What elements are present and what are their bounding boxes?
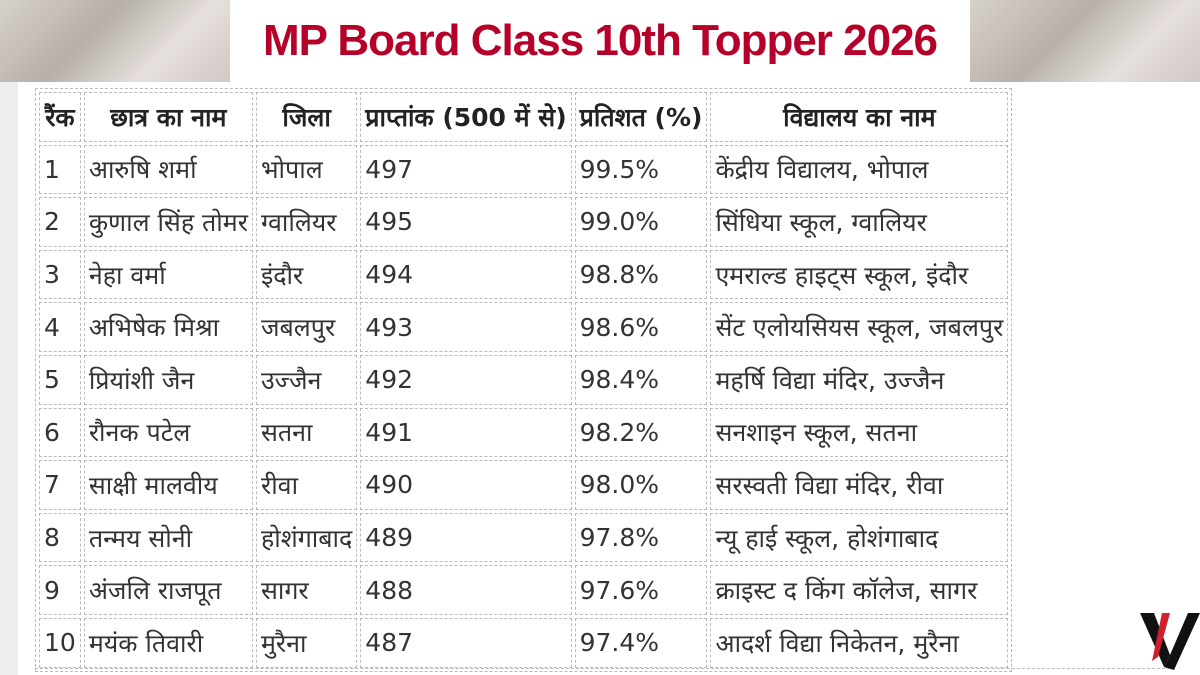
column-header: जिला xyxy=(255,92,358,142)
column-header: प्राप्तांक (500 में से) xyxy=(360,92,572,142)
student-name-cell: अंजलि राजपूत xyxy=(83,565,253,615)
school-cell: न्यू हाई स्कूल, होशंगाबाद xyxy=(710,512,1009,563)
percent-cell: 97.4% xyxy=(574,617,708,668)
table-row: 1 आरुषि शर्मा भोपाल 497 99.5% केंद्रीय विद्या… xyxy=(39,144,1009,195)
rank-cell: 4 xyxy=(39,302,81,352)
topper-table: रैंक छात्र का नाम जिला प्राप्तांक (500 में … xyxy=(35,88,1013,672)
marks-cell: 493 xyxy=(360,302,572,352)
student-name-cell: मयंक तिवारी xyxy=(83,617,253,668)
district-cell: जबलपुर xyxy=(255,302,358,352)
school-cell: सिंधिया स्कूल, ग्वालियर xyxy=(710,197,1009,247)
school-cell: क्राइस्ट द किंग कॉलेज, सागर xyxy=(710,565,1009,615)
marks-cell: 489 xyxy=(360,512,572,563)
percent-cell: 98.0% xyxy=(574,460,708,510)
rank-cell: 2 xyxy=(39,197,81,247)
district-cell: मुरैना xyxy=(255,617,358,668)
school-cell: सरस्वती विद्या मंदिर, रीवा xyxy=(710,460,1009,510)
percent-cell: 98.6% xyxy=(574,302,708,352)
percent-cell: 98.8% xyxy=(574,249,708,300)
student-name-cell: प्रियांशी जैन xyxy=(83,354,253,405)
district-cell: सतना xyxy=(255,407,358,458)
district-cell: भोपाल xyxy=(255,144,358,195)
rank-cell: 6 xyxy=(39,407,81,458)
rank-cell: 5 xyxy=(39,354,81,405)
district-cell: ग्वालियर xyxy=(255,197,358,247)
table-row: 4 अभिषेक मिश्रा जबलपुर 493 98.6% सेंट एलोयसिय… xyxy=(39,302,1009,352)
marks-cell: 487 xyxy=(360,617,572,668)
school-cell: केंद्रीय विद्यालय, भोपाल xyxy=(710,144,1009,195)
percent-cell: 97.8% xyxy=(574,512,708,563)
left-margin xyxy=(0,82,18,675)
marks-cell: 494 xyxy=(360,249,572,300)
school-cell: महर्षि विद्या मंदिर, उज्जैन xyxy=(710,354,1009,405)
rank-cell: 1 xyxy=(39,144,81,195)
rank-cell: 10 xyxy=(39,617,81,668)
district-cell: सागर xyxy=(255,565,358,615)
column-header: छात्र का नाम xyxy=(83,92,253,142)
table-row: 8 तन्मय सोनी होशंगाबाद 489 97.8% न्यू हाई स्क… xyxy=(39,512,1009,563)
student-name-cell: रौनक पटेल xyxy=(83,407,253,458)
table-row: 7 साक्षी मालवीय रीवा 490 98.0% सरस्वती विद्या… xyxy=(39,460,1009,510)
table-header-row: रैंक छात्र का नाम जिला प्राप्तांक (500 में … xyxy=(39,92,1009,142)
percent-cell: 98.2% xyxy=(574,407,708,458)
rank-cell: 9 xyxy=(39,565,81,615)
student-name-cell: आरुषि शर्मा xyxy=(83,144,253,195)
student-name-cell: नेहा वर्मा xyxy=(83,249,253,300)
background-photo-right xyxy=(970,0,1200,82)
table-row: 3 नेहा वर्मा इंदौर 494 98.8% एमराल्ड हाइट्स स… xyxy=(39,249,1009,300)
school-cell: आदर्श विद्या निकेतन, मुरैना xyxy=(710,617,1009,668)
rank-cell: 8 xyxy=(39,512,81,563)
marks-cell: 492 xyxy=(360,354,572,405)
student-name-cell: तन्मय सोनी xyxy=(83,512,253,563)
district-cell: उज्जैन xyxy=(255,354,358,405)
district-cell: इंदौर xyxy=(255,249,358,300)
rank-cell: 3 xyxy=(39,249,81,300)
student-name-cell: साक्षी मालवीय xyxy=(83,460,253,510)
table-row: 9 अंजलि राजपूत सागर 488 97.6% क्राइस्ट द किंग… xyxy=(39,565,1009,615)
rank-cell: 7 xyxy=(39,460,81,510)
percent-cell: 99.0% xyxy=(574,197,708,247)
marks-cell: 488 xyxy=(360,565,572,615)
marks-cell: 497 xyxy=(360,144,572,195)
percent-cell: 97.6% xyxy=(574,565,708,615)
marks-cell: 490 xyxy=(360,460,572,510)
percent-cell: 99.5% xyxy=(574,144,708,195)
school-cell: एमराल्ड हाइट्स स्कूल, इंदौर xyxy=(710,249,1009,300)
table-continuation xyxy=(35,668,1175,675)
background-photo-left xyxy=(0,0,230,82)
district-cell: होशंगाबाद xyxy=(255,512,358,563)
marks-cell: 495 xyxy=(360,197,572,247)
column-header: विद्यालय का नाम xyxy=(710,92,1009,142)
column-header: रैंक xyxy=(39,92,81,142)
student-name-cell: अभिषेक मिश्रा xyxy=(83,302,253,352)
school-cell: सेंट एलोयसियस स्कूल, जबलपुर xyxy=(710,302,1009,352)
student-name-cell: कुणाल सिंह तोमर xyxy=(83,197,253,247)
marks-cell: 491 xyxy=(360,407,572,458)
school-cell: सनशाइन स्कूल, सतना xyxy=(710,407,1009,458)
district-cell: रीवा xyxy=(255,460,358,510)
brand-logo-icon xyxy=(1140,613,1200,670)
table-row: 10 मयंक तिवारी मुरैना 487 97.4% आदर्श विद्या … xyxy=(39,617,1009,668)
percent-cell: 98.4% xyxy=(574,354,708,405)
page-title: MP Board Class 10th Topper 2026 xyxy=(262,16,938,65)
column-header: प्रतिशत (%) xyxy=(574,92,708,142)
table-row: 6 रौनक पटेल सतना 491 98.2% सनशाइन स्कूल, सतना xyxy=(39,407,1009,458)
table-row: 5 प्रियांशी जैन उज्जैन 492 98.4% महर्षि विद्य… xyxy=(39,354,1009,405)
table-row: 2 कुणाल सिंह तोमर ग्वालियर 495 99.0% सिंधिया … xyxy=(39,197,1009,247)
